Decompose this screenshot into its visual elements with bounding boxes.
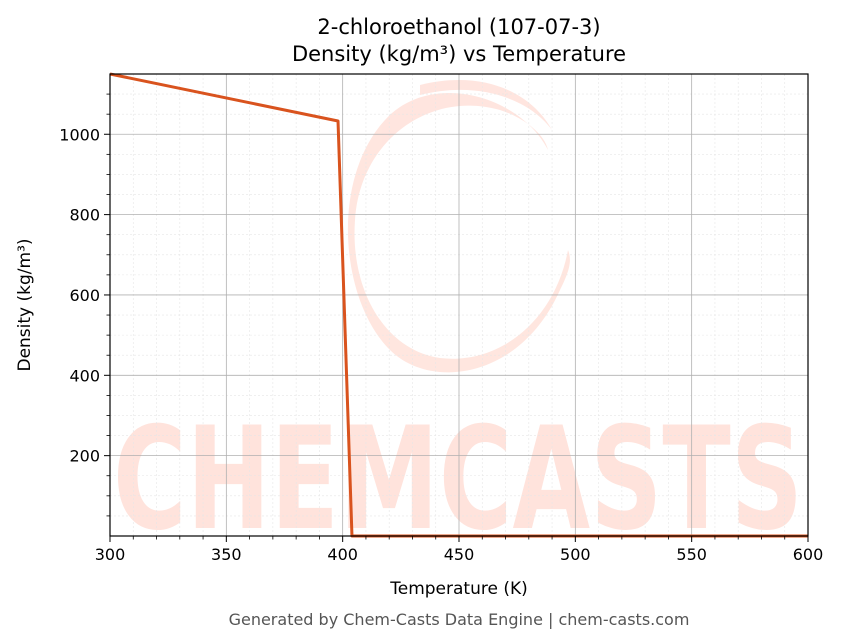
y-tick-label: 800: [69, 206, 100, 225]
x-tick-label: 350: [211, 545, 242, 564]
x-tick-label: 300: [95, 545, 126, 564]
chart-title: 2-chloroethanol (107-07-3): [317, 15, 600, 39]
footer-credit: Generated by Chem-Casts Data Engine | ch…: [229, 610, 690, 629]
x-axis-ticks: 300 350 400 450 500 550 600: [95, 536, 824, 564]
x-tick-label: 400: [327, 545, 358, 564]
x-tick-label: 500: [560, 545, 591, 564]
x-tick-label: 550: [676, 545, 707, 564]
x-tick-label: 600: [793, 545, 824, 564]
y-tick-label: 200: [69, 447, 100, 466]
y-tick-label: 400: [69, 366, 100, 385]
y-axis-label: Density (kg/m³): [15, 238, 35, 371]
x-tick-label: 450: [444, 545, 475, 564]
y-tick-label: 1000: [59, 125, 100, 144]
y-tick-label: 600: [69, 286, 100, 305]
watermark: CHEMCASTS: [113, 80, 803, 562]
chart-subtitle: Density (kg/m³) vs Temperature: [292, 42, 626, 66]
y-axis-ticks: 200 400 600 800 1000: [59, 93, 110, 517]
watermark-logo: [347, 80, 570, 373]
x-axis-label: Temperature (K): [389, 579, 528, 599]
